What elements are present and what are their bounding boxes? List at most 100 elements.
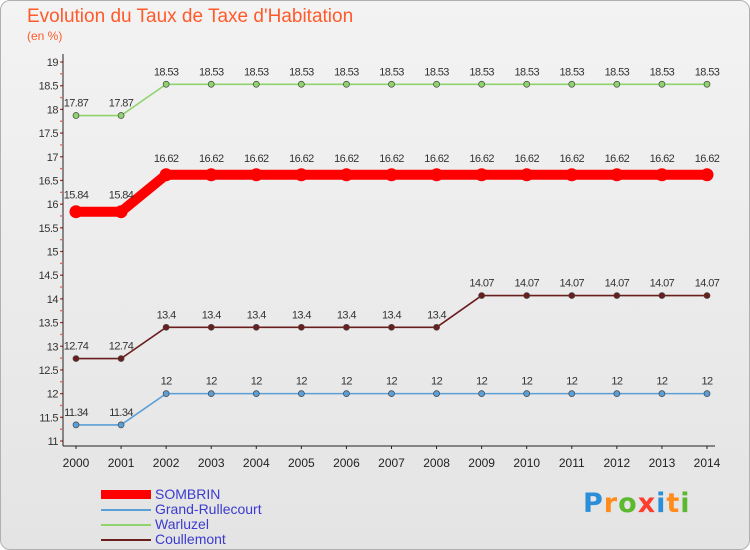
y-minor-dot — [60, 380, 62, 383]
proxiti-logo: Proxiti — [583, 488, 691, 519]
logo-letter: o — [618, 488, 638, 519]
x-tick-label: 2012 — [604, 456, 631, 470]
data-label: 18.53 — [379, 66, 404, 78]
data-label: 17.87 — [64, 98, 89, 110]
data-label: 14.07 — [605, 278, 630, 290]
legend-swatch-coullemont — [101, 539, 151, 541]
data-point — [700, 168, 714, 182]
series-line — [75, 392, 708, 426]
y-minor-dot — [60, 227, 62, 229]
data-label: 18.53 — [199, 66, 224, 78]
y-minor-dot — [60, 144, 62, 146]
data-point — [703, 80, 711, 88]
data-point — [207, 390, 215, 397]
data-point — [72, 112, 80, 119]
data-point — [69, 205, 83, 219]
data-label: 16.62 — [379, 153, 404, 165]
data-point — [159, 168, 173, 182]
logo-letter: t — [666, 488, 681, 519]
data-point — [433, 80, 440, 88]
y-minor-dot — [60, 357, 62, 359]
data-label: 12 — [566, 376, 578, 388]
y-minor-dot — [60, 369, 62, 371]
data-label: 12 — [701, 376, 713, 388]
y-tick-label: 17 — [47, 152, 59, 164]
data-label: 11.34 — [109, 407, 133, 419]
y-minor-dot — [60, 120, 62, 123]
data-point — [207, 80, 215, 88]
logo-letter: i — [656, 488, 667, 519]
logo-letter: i — [680, 488, 691, 519]
data-point — [703, 390, 711, 397]
y-tick-label: 19 — [47, 57, 59, 69]
x-tick-label: 2010 — [513, 456, 540, 470]
data-point — [117, 112, 125, 119]
legend-label-grand-rullecourt: Grand-Rullecourt — [155, 501, 262, 517]
data-label: 12.74 — [109, 341, 134, 353]
y-minor-dot — [60, 440, 62, 442]
data-point — [433, 323, 440, 331]
y-tick-label: 15.5 — [39, 223, 59, 235]
legend-label-coullemont: Coullemont — [155, 531, 226, 547]
x-tick-label: 2014 — [694, 456, 721, 470]
data-label: 14.07 — [650, 278, 675, 290]
y-minor-dot — [60, 84, 62, 87]
y-minor-dot — [60, 96, 62, 99]
data-label: 12 — [341, 376, 353, 388]
data-label: 16.62 — [289, 153, 314, 165]
data-point — [298, 390, 305, 397]
y-minor-dot — [60, 167, 62, 170]
data-point — [478, 390, 485, 397]
y-tick-label: 17.5 — [39, 128, 59, 140]
data-point — [433, 390, 440, 397]
data-label: 16.62 — [469, 153, 494, 165]
data-point — [114, 205, 128, 219]
y-minor-dot — [60, 61, 62, 63]
data-point — [613, 390, 621, 397]
data-point — [162, 390, 170, 397]
data-label: 18.53 — [424, 66, 449, 78]
y-tick-label: 11.5 — [39, 412, 58, 424]
data-point — [565, 168, 579, 182]
data-label: 17.87 — [109, 98, 134, 110]
data-label: 16.62 — [334, 153, 359, 165]
data-point — [523, 390, 531, 397]
y-tick-label: 14.5 — [39, 270, 59, 282]
data-point — [613, 292, 621, 299]
data-point — [610, 168, 624, 182]
data-point — [388, 80, 395, 88]
x-tick-label: 2009 — [468, 456, 495, 470]
y-minor-dot — [60, 298, 62, 300]
data-point — [162, 80, 170, 88]
data-point — [703, 292, 711, 299]
data-point — [343, 80, 350, 88]
chart-title: Evolution du Taux de Taxe d'Habitation — [27, 6, 354, 27]
y-minor-dot — [60, 333, 62, 336]
series-warluzel: 17.87 17.87 18.53 18.53 18.53 18.53 18.53 18.53… — [64, 66, 720, 119]
data-label: 16.62 — [244, 153, 269, 165]
x-tick-label: 2013 — [649, 456, 676, 470]
data-label: 12 — [431, 376, 443, 388]
data-point — [72, 355, 80, 362]
data-label: 18.53 — [650, 66, 675, 78]
data-point — [520, 168, 534, 182]
data-label: 16.62 — [650, 153, 675, 165]
x-tick-label: 2001 — [108, 456, 135, 470]
data-label: 14.07 — [514, 278, 539, 290]
y-minor-dot — [60, 274, 62, 276]
y-minor-dot — [60, 108, 62, 111]
y-minor-dot — [60, 428, 62, 430]
y-minor-dot — [60, 215, 62, 217]
data-point — [343, 323, 350, 331]
data-label: 12 — [206, 376, 218, 388]
data-label: 16.62 — [514, 153, 539, 165]
logo-letter: r — [603, 488, 619, 519]
data-label: 14.07 — [695, 278, 720, 290]
y-minor-dot — [60, 203, 62, 205]
data-label: 13.4 — [157, 309, 176, 321]
y-tick-label: 12 — [47, 389, 59, 401]
data-point — [339, 168, 353, 182]
data-label: 18.53 — [154, 66, 179, 78]
